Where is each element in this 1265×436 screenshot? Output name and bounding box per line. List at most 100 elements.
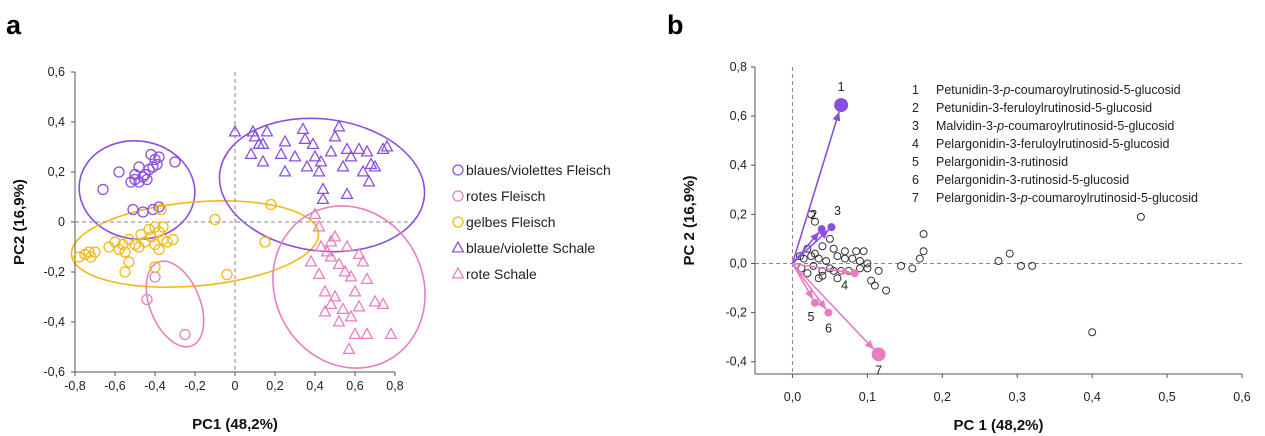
data-point xyxy=(324,234,338,247)
data-point xyxy=(380,139,394,152)
data-point xyxy=(340,239,354,252)
panel-b-x-axis-label: PC 1 (48,2%) xyxy=(953,417,1043,434)
variable-point xyxy=(1005,249,1014,258)
legend-compound-name: Pelargonidin-3-rutinosid xyxy=(936,155,1068,169)
panel-b-plot: 0,0 0,1 0,2 0,3 0,4 0,5 0,6 -0,4 -0,2 0,0 0,2 0,4 0,… xyxy=(681,60,1251,434)
variable-point xyxy=(822,257,831,266)
data-point xyxy=(308,149,322,162)
data-point xyxy=(137,206,149,218)
data-point xyxy=(179,328,191,341)
variable-point xyxy=(897,261,906,270)
variable-point xyxy=(840,247,849,256)
panel-a-x-tick-label: 0,8 xyxy=(386,379,403,393)
legend-compound-name: Petunidin-3-p-coumaroylrutinosid-5-gluco… xyxy=(936,83,1181,97)
variable-point xyxy=(1016,261,1025,270)
panel-b-x-tick-label: 0,2 xyxy=(934,390,951,404)
loading-point xyxy=(824,308,833,317)
panel-a-y-tick-label: -0,6 xyxy=(43,365,65,379)
data-point xyxy=(318,304,332,317)
variable-point xyxy=(908,264,917,273)
data-point xyxy=(161,236,173,248)
variable-point xyxy=(840,254,849,263)
data-point xyxy=(314,239,328,252)
variable-point xyxy=(915,254,924,263)
legend-compound-name: Pelargonidin-3-feruloylrutinosid-5-gluco… xyxy=(936,137,1170,151)
data-point xyxy=(298,132,312,145)
variable-point xyxy=(833,274,842,283)
variable-point xyxy=(818,242,827,251)
panel-b-legend: 1 Petunidin-3-p-coumaroylrutinosid-5-gluc… xyxy=(912,83,1198,205)
panel-a-x-tick-label: -0,6 xyxy=(104,379,126,393)
data-point xyxy=(320,244,334,257)
legend-compound-name: Petunidin-3-feruloylrutinosid-5-glucosid xyxy=(936,101,1152,115)
panel-b-loading-arrows: 1 2 3 4 56 7 xyxy=(791,80,886,377)
data-point xyxy=(338,264,352,277)
loading-arrowhead xyxy=(832,111,841,122)
data-point xyxy=(133,161,145,173)
data-point xyxy=(153,243,165,256)
ellipse-blaues-violettes-fleisch xyxy=(78,140,196,240)
data-point xyxy=(368,159,382,172)
panel-b-y-tick-label: 0,8 xyxy=(730,60,747,74)
panel-b-y-tick-label: 0,2 xyxy=(730,207,747,221)
panel-a-y-tick-label: 0 xyxy=(58,215,65,229)
panel-b-variable-points xyxy=(795,210,1145,337)
panel-b-x-tick-label: 0,5 xyxy=(1158,390,1175,404)
ellipse-gelbes-fleisch xyxy=(70,199,320,289)
legend-compound-number: 5 xyxy=(912,155,919,169)
variable-point xyxy=(825,234,834,243)
data-point xyxy=(352,142,366,155)
panel-b-x-tick-label: 0,0 xyxy=(784,390,801,404)
data-point xyxy=(274,147,288,160)
legend-entry: blaues/violettes Fleisch xyxy=(466,162,611,178)
data-point xyxy=(384,327,398,340)
data-point xyxy=(344,269,358,282)
data-point xyxy=(336,302,350,315)
panel-b-axes: 0,0 0,1 0,2 0,3 0,4 0,5 0,6 -0,4 -0,2 0,0 0,2 0,4 0,… xyxy=(725,60,1250,404)
loading-point xyxy=(871,347,886,362)
data-point xyxy=(153,201,165,213)
data-point xyxy=(147,203,159,216)
panel-a-y-tick-label: 0,6 xyxy=(48,65,65,79)
data-point xyxy=(265,198,277,211)
data-point xyxy=(348,327,362,340)
loading-point xyxy=(850,269,859,278)
data-point xyxy=(151,158,163,171)
data-point xyxy=(318,284,332,297)
data-point xyxy=(308,207,322,220)
data-point xyxy=(312,164,326,177)
legend-entry: rotes Fleisch xyxy=(466,188,545,204)
data-point xyxy=(252,137,266,150)
loading-number-label: 1 xyxy=(838,80,845,94)
data-point xyxy=(324,297,338,310)
data-point xyxy=(312,267,326,280)
data-point xyxy=(328,129,342,142)
data-point xyxy=(316,182,330,195)
data-point xyxy=(352,247,366,260)
data-point xyxy=(145,148,157,161)
data-point xyxy=(332,257,346,270)
panel-b-y-axis-label: PC 2 (16,9%) xyxy=(681,175,698,265)
legend-marker xyxy=(451,266,465,279)
variable-point xyxy=(919,247,928,256)
data-point xyxy=(356,164,370,177)
data-point xyxy=(306,137,320,150)
panel-a-x-tick-label: 0,2 xyxy=(266,379,283,393)
data-point xyxy=(149,271,161,283)
panel-a-y-tick-label: -0,2 xyxy=(43,265,65,279)
data-point xyxy=(364,157,378,170)
panel-a-axes: -0,8 -0,6 -0,4 -0,2 0 0,2 0,4 0,6 0,8-0,6-0,4-0,… xyxy=(43,65,415,393)
data-point xyxy=(332,314,346,327)
data-point xyxy=(278,134,292,147)
data-point xyxy=(304,254,318,267)
panel-b-x-tick-label: 0,1 xyxy=(859,390,876,404)
data-point xyxy=(248,129,262,142)
loading-arrow xyxy=(791,262,875,350)
panel-b-y-tick-label: -0,2 xyxy=(725,306,747,320)
panel-a-plot: -0,8 -0,6 -0,4 -0,2 0 0,2 0,4 0,6 0,8-0,6-0,4-0,… xyxy=(11,65,611,433)
panel-b-x-tick-label: 0,6 xyxy=(1233,390,1250,404)
legend-marker xyxy=(452,164,464,176)
panel-b-x-tick-label: 0,3 xyxy=(1009,390,1026,404)
data-point xyxy=(376,142,390,155)
